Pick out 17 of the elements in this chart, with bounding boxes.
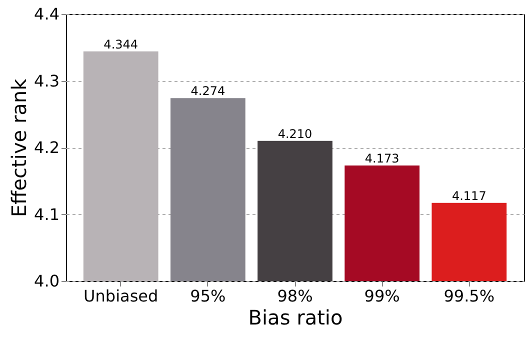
data-label: 4.210: [278, 126, 312, 141]
data-label: 4.344: [104, 37, 138, 52]
data-label: 4.117: [452, 188, 486, 203]
x-tick-label: 99.5%: [444, 286, 495, 306]
x-tick-label: 99%: [364, 286, 400, 306]
x-tick-label: 95%: [190, 286, 226, 306]
y-tick-label: 4.4: [34, 4, 60, 24]
x-tick-label: 98%: [277, 286, 313, 306]
data-label: 4.173: [364, 152, 400, 166]
data-label: 4.274: [190, 84, 226, 98]
x-axis-title: Bias ratio: [248, 306, 343, 330]
y-tick-label: 4.2: [34, 138, 60, 157]
y-tick-label: 4.0: [34, 272, 60, 290]
y-axis-title: Effective rank: [7, 78, 32, 218]
y-tick-label: 4.3: [34, 71, 60, 90]
x-tick-label: Unbiased: [84, 286, 158, 306]
y-tick-label: 4.1: [34, 204, 60, 224]
